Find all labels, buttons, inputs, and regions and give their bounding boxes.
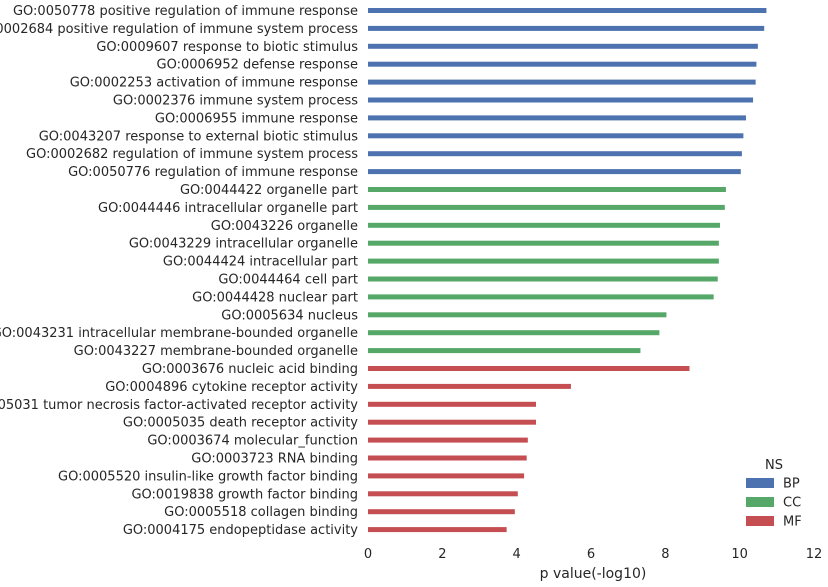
category-label: GO:0044422 organelle part (180, 183, 358, 198)
bar (368, 25, 765, 31)
bar (368, 491, 518, 497)
category-label: GO:0005634 nucleus (221, 308, 358, 323)
bar (368, 455, 527, 461)
x-tick-label: 4 (513, 547, 521, 562)
x-tick-label: 0 (364, 547, 372, 562)
legend-swatch-cc (746, 497, 774, 507)
category-label: GO:0005520 insulin-like growth factor bi… (58, 469, 358, 484)
bar (368, 419, 536, 425)
category-label: GO:0003674 molecular_function (147, 434, 358, 449)
bar (368, 43, 758, 49)
bar (368, 330, 660, 336)
category-label: GO:0002682 regulation of immune system p… (26, 147, 358, 162)
legend: NS BP CC MF (746, 458, 802, 530)
category-label: GO:0003676 nucleic acid binding (142, 362, 358, 377)
bar (368, 348, 641, 354)
legend-swatch-bp (746, 478, 774, 488)
category-label: GO:0009607 response to biotic stimulus (96, 40, 358, 55)
bar (368, 437, 528, 443)
category-label: GO:0004175 endopeptidase activity (123, 523, 358, 538)
bar (368, 79, 756, 85)
bars (368, 8, 767, 533)
bar (368, 151, 742, 157)
category-label: GO:0043226 organelle (211, 219, 358, 234)
legend-title: NS (765, 458, 783, 473)
bar (368, 240, 719, 246)
x-tick-label: 6 (587, 547, 595, 562)
bar (368, 473, 525, 479)
category-label: GO:0006952 defense response (157, 58, 359, 73)
category-label: GO:0002253 activation of immune response (70, 76, 358, 91)
x-tick-label: 10 (731, 547, 748, 562)
bar (368, 366, 690, 371)
category-label: GO:0044428 nuclear part (192, 290, 358, 305)
bar (368, 294, 714, 300)
bar (368, 276, 718, 282)
category-label: GO:0005035 death receptor activity (123, 416, 358, 431)
legend-label-cc: CC (783, 496, 801, 511)
x-tick-label: 8 (661, 547, 669, 562)
bar (368, 8, 767, 13)
category-labels: GO:0050778 positive regulation of immune… (0, 4, 358, 538)
x-tick-label: 2 (438, 547, 446, 562)
legend-swatch-mf (746, 516, 774, 526)
legend-label-mf: MF (783, 515, 802, 530)
category-label: GO:0043229 intracellular organelle (129, 237, 358, 252)
bar (368, 527, 507, 533)
category-label: GO:0005518 collagen binding (164, 505, 358, 520)
bar (368, 204, 725, 210)
bar (368, 258, 719, 264)
category-label: GO:0005031 tumor necrosis factor-activat… (0, 398, 358, 413)
bar (368, 312, 667, 318)
bar (368, 383, 571, 389)
category-label: GO:0043231 intracellular membrane-bounde… (0, 326, 358, 341)
bar (368, 133, 744, 139)
bar (368, 115, 746, 121)
category-label: GO:0044464 cell part (218, 273, 358, 288)
category-label: GO:0044424 intracellular part (163, 255, 358, 270)
category-label: GO:0019838 growth factor binding (131, 487, 358, 502)
bar (368, 61, 757, 67)
category-label: GO:0050776 regulation of immune response (68, 165, 358, 180)
bar (368, 169, 741, 175)
bar (368, 222, 720, 228)
category-label: GO:0004896 cytokine receptor activity (105, 380, 358, 395)
category-label: GO:0043207 response to external biotic s… (39, 129, 359, 144)
category-label: GO:0050778 positive regulation of immune… (13, 4, 358, 19)
bar (368, 187, 726, 192)
bar (368, 509, 515, 515)
category-label: GO:0002684 positive regulation of immune… (0, 22, 358, 37)
x-tick-label: 12 (806, 547, 823, 562)
category-label: GO:0043227 membrane-bounded organelle (74, 344, 358, 359)
bar (368, 97, 754, 103)
category-label: GO:0003723 RNA binding (191, 452, 358, 467)
category-label: GO:0006955 immune response (155, 111, 358, 126)
category-label: GO:0002376 immune system process (113, 94, 358, 109)
bar (368, 401, 536, 407)
legend-label-bp: BP (783, 477, 800, 492)
x-axis-title: p value(-log10) (540, 566, 647, 582)
category-label: GO:0044446 intracellular organelle part (98, 201, 358, 216)
x-axis-ticks: 0 2 4 6 8 10 12 (364, 547, 822, 562)
